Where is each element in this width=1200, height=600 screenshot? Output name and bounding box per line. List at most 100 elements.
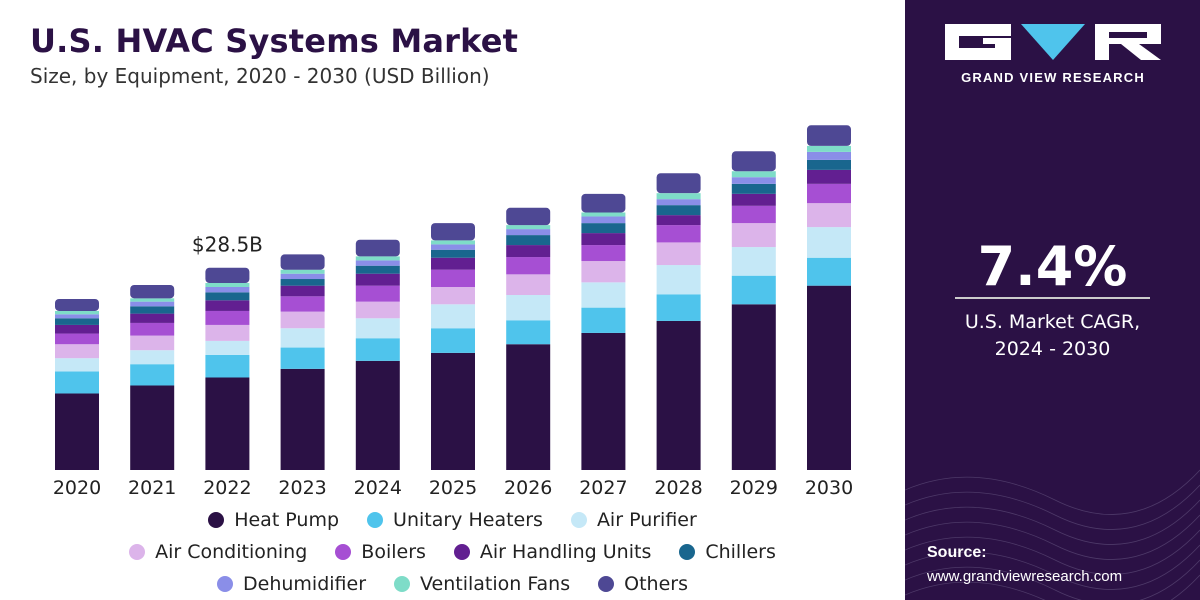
legend-row: Dehumidifier Ventilation Fans Others: [0, 568, 905, 600]
bar-air-purifier-2030: [807, 227, 851, 258]
x-tick-label: 2028: [654, 477, 702, 499]
bar-chillers-2030: [807, 159, 851, 170]
bar-chillers-2020: [55, 318, 99, 325]
bar-others-2023: [280, 254, 325, 270]
bar-air-purifier-2026: [506, 294, 551, 321]
bar-ventilation-fans-2023: [280, 269, 325, 274]
bar-dehumidifier-2023: [280, 273, 325, 280]
bar-air-purifier-2023: [280, 328, 325, 348]
bar-air-handling-units-2024: [355, 273, 400, 286]
legend-swatch-icon: [335, 544, 352, 560]
bar-chillers-2022: [205, 292, 250, 301]
bar-dehumidifier-2024: [355, 260, 400, 266]
x-tick-label: 2021: [128, 477, 176, 499]
bar-unitary-heaters-2027: [581, 307, 626, 333]
bar-air-handling-units-2028: [656, 215, 701, 226]
bar-air-handling-units-2023: [280, 285, 325, 297]
bar-boilers-2025: [431, 269, 475, 287]
legend-label: Others: [624, 573, 688, 595]
bar-dehumidifier-2028: [656, 199, 701, 206]
bar-dehumidifier-2021: [130, 301, 175, 307]
bar-stack-2029: [731, 151, 776, 470]
bar-unitary-heaters-2021: [130, 364, 175, 386]
bar-air-handling-units-2030: [807, 169, 851, 184]
chart-area: U.S. HVAC Systems Market Size, by Equipm…: [0, 22, 905, 600]
bar-heat-pump-2025: [431, 352, 475, 470]
legend-item-air-conditioning: Air Conditioning: [129, 541, 307, 563]
bar-ventilation-fans-2022: [205, 283, 250, 287]
bar-chillers-2023: [280, 279, 325, 286]
bar-stack-2021: [130, 285, 175, 470]
side-panel: GRAND VIEW RESEARCH 7.4% U.S. Market CAG…: [905, 0, 1200, 600]
bar-others-2024: [355, 239, 400, 257]
bar-stack-2023: [280, 254, 325, 470]
bar-boilers-2027: [581, 245, 626, 262]
bar-others-2028: [656, 173, 701, 194]
legend-item-unitary-heaters: Unitary Heaters: [367, 509, 543, 531]
chart-title: U.S. HVAC Systems Market: [30, 22, 519, 60]
bar-chillers-2029: [731, 183, 776, 194]
bar-boilers-2030: [807, 183, 851, 204]
x-tick-label: 2022: [203, 477, 251, 499]
legend-label: Heat Pump: [234, 509, 340, 531]
stacked-bar-chart: 2020 2021 2022 $28.5B 2023 2024 2025 2026 2027 20…: [53, 125, 853, 499]
bar-ventilation-fans-2026: [506, 225, 551, 230]
bar-chillers-2028: [656, 205, 701, 216]
bar-unitary-heaters-2028: [656, 294, 701, 321]
bar-unitary-heaters-2024: [355, 338, 400, 361]
bar-stack-2026: [506, 207, 551, 470]
bar-heat-pump-2022: [205, 377, 250, 470]
bar-boilers-2024: [355, 285, 400, 302]
bar-boilers-2026: [506, 257, 551, 275]
bar-unitary-heaters-2020: [55, 371, 99, 394]
bar-ventilation-fans-2029: [731, 171, 776, 178]
x-tick-label: 2023: [278, 477, 326, 499]
legend-swatch-icon: [598, 576, 615, 592]
legend-swatch-icon: [453, 544, 470, 560]
bar-air-purifier-2022: [205, 340, 250, 355]
bar-air-conditioning-2022: [205, 324, 250, 341]
bar-chillers-2025: [431, 249, 475, 258]
bar-air-conditioning-2027: [581, 261, 626, 283]
bar-air-purifier-2024: [355, 318, 400, 339]
source-url[interactable]: www.grandviewresearch.com: [927, 568, 1123, 585]
bar-heat-pump-2024: [355, 360, 400, 470]
cagr-label-line1: U.S. Market CAGR,: [964, 311, 1141, 333]
legend-swatch-icon: [679, 544, 696, 560]
bar-others-2021: [130, 285, 175, 299]
bar-air-conditioning-2021: [130, 335, 175, 351]
legend-item-others: Others: [598, 573, 688, 595]
x-tick-label: 2024: [354, 477, 402, 499]
legend-item-air-purifier: Air Purifier: [570, 509, 697, 531]
legend-item-dehumidifier: Dehumidifier: [217, 573, 366, 595]
legend-swatch-icon: [217, 576, 234, 592]
legend-row: Heat Pump Unitary Heaters Air Purifier: [0, 504, 905, 536]
bar-total-annotation: $28.5B: [192, 233, 263, 257]
bar-boilers-2022: [205, 310, 250, 325]
bar-ventilation-fans-2028: [656, 193, 701, 200]
x-tick-label: 2030: [805, 477, 853, 499]
bar-boilers-2020: [55, 333, 99, 345]
legend-item-heat-pump: Heat Pump: [208, 509, 339, 531]
bar-others-2030: [807, 125, 851, 146]
bar-air-handling-units-2022: [205, 300, 250, 311]
bar-air-conditioning-2023: [280, 311, 325, 329]
bar-air-handling-units-2029: [731, 193, 776, 206]
bar-heat-pump-2021: [130, 385, 175, 470]
bar-chillers-2024: [355, 265, 400, 274]
bar-air-handling-units-2026: [506, 245, 551, 258]
wave-pattern-background: [905, 469, 1200, 600]
bar-others-2027: [581, 193, 626, 213]
bar-stack-2028: [656, 173, 701, 470]
legend-label: Ventilation Fans: [420, 573, 571, 595]
legend-label: Air Handling Units: [479, 541, 652, 563]
legend-item-boilers: Boilers: [335, 541, 426, 563]
bar-air-conditioning-2030: [807, 203, 851, 228]
bar-chillers-2026: [506, 235, 551, 246]
cagr-value: 7.4%: [977, 235, 1128, 298]
chart-legend: Heat Pump Unitary Heaters Air Purifier Air …: [0, 504, 905, 600]
bar-stack-2030: [807, 125, 851, 470]
legend-label: Chillers: [705, 541, 776, 563]
bar-air-handling-units-2025: [431, 257, 475, 270]
bar-stack-2022: [205, 267, 250, 470]
